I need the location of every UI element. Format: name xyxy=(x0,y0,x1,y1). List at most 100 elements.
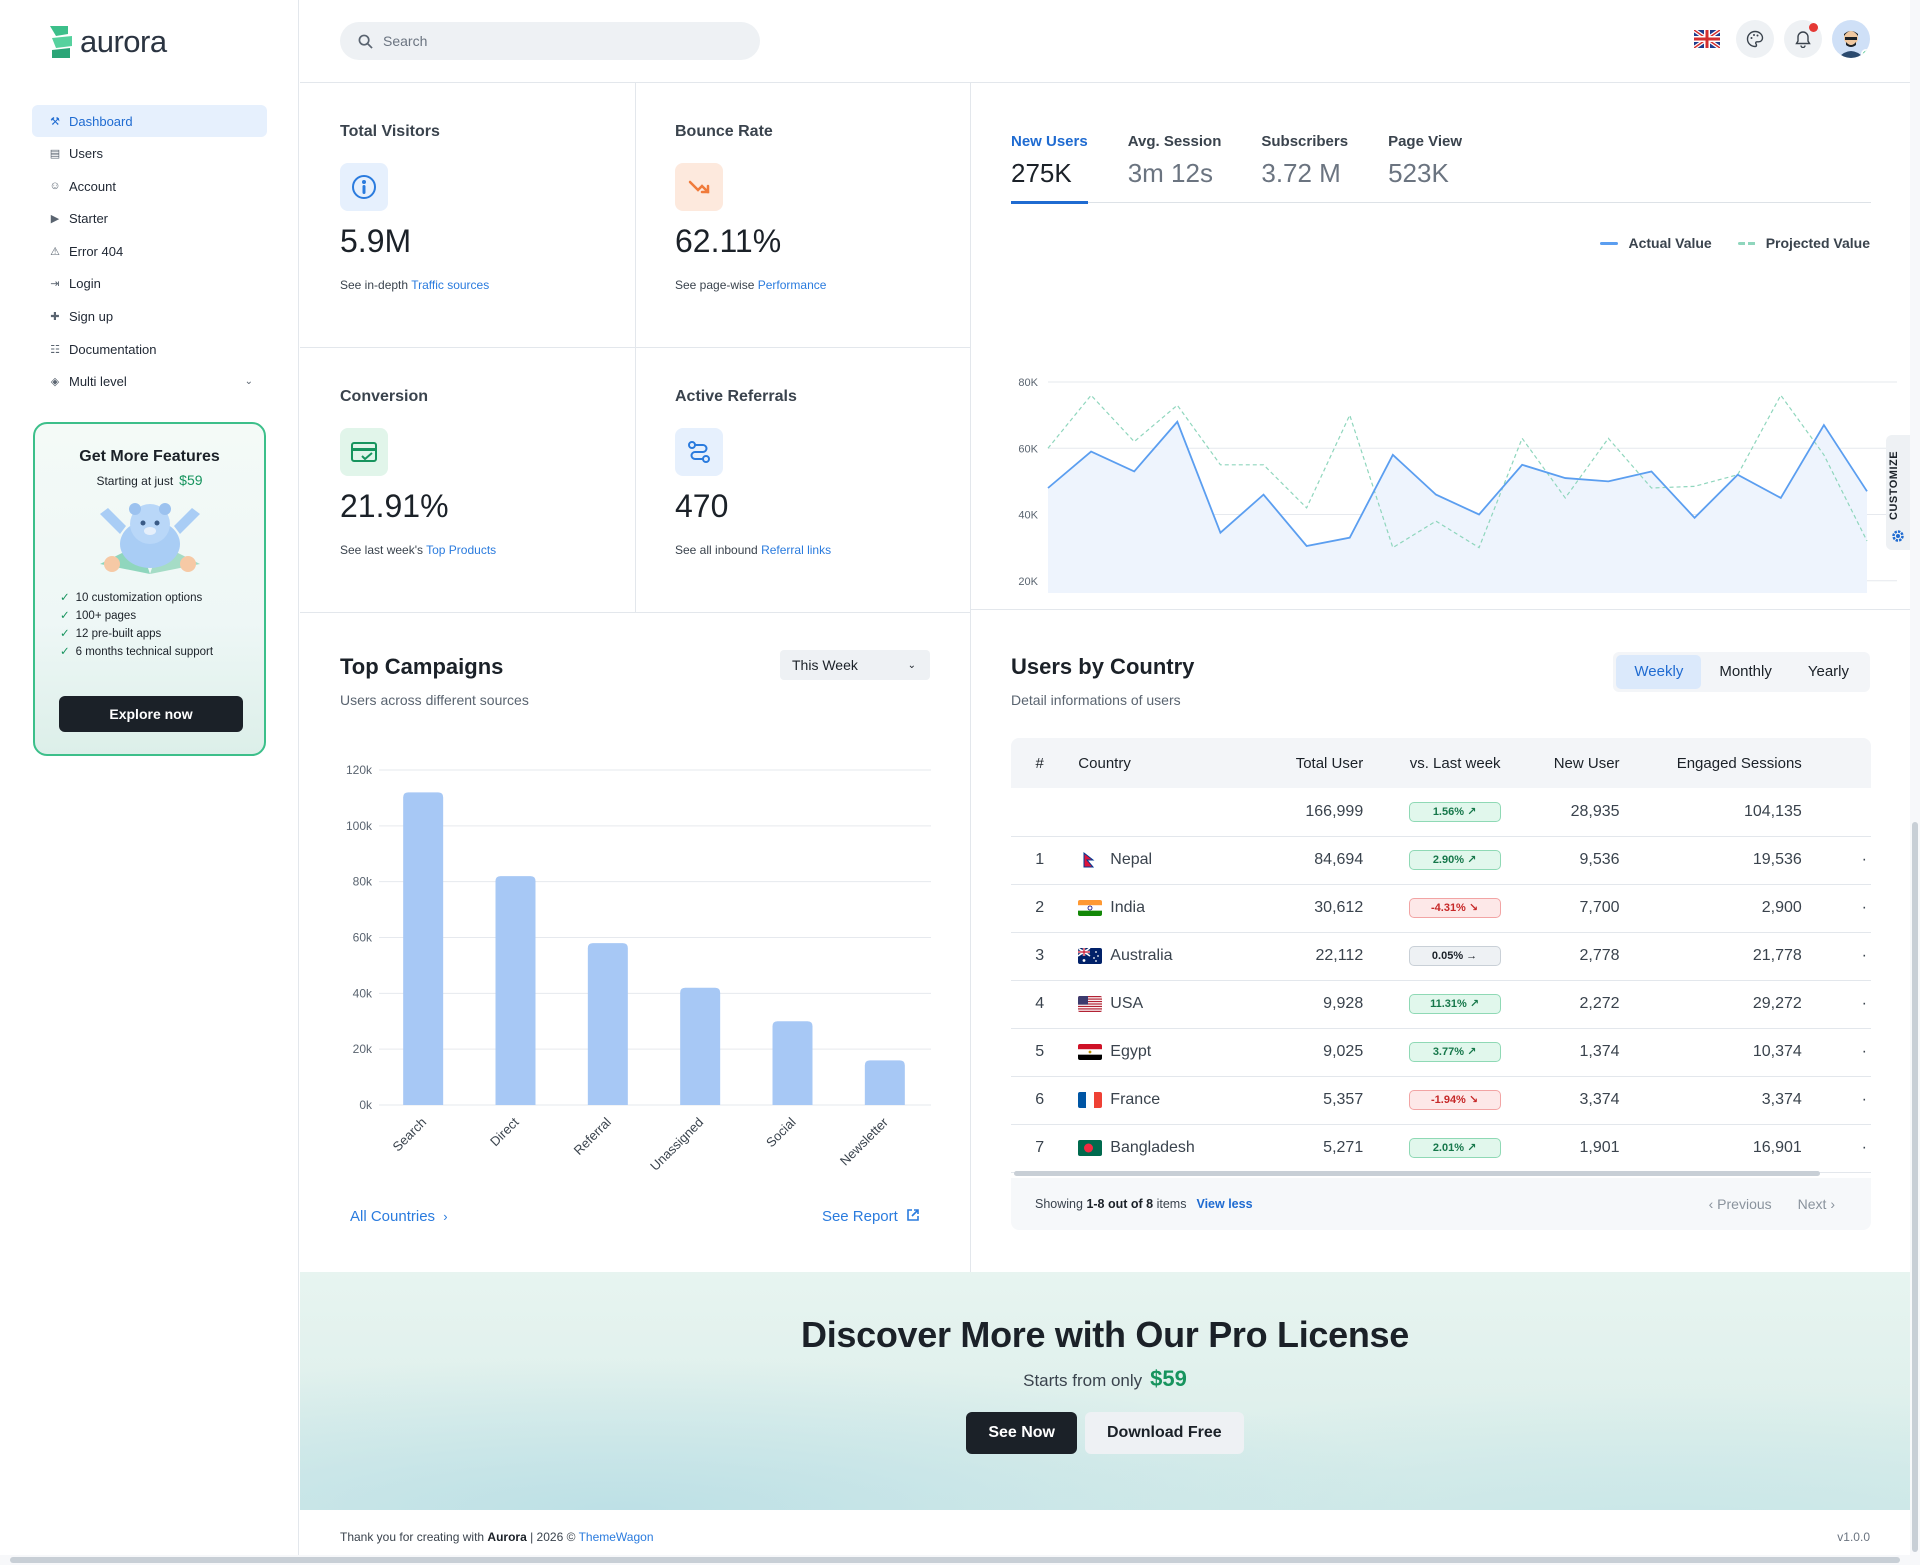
table-row[interactable]: 5 Egypt 9,025 3.77% ↗ 1,374 10,374 · xyxy=(1011,1028,1871,1077)
page-vertical-scrollbar[interactable] xyxy=(1910,0,1920,1565)
table-row[interactable]: 7 Bangladesh 5,271 2.01% ↗ 1,901 16,901 · xyxy=(1011,1124,1871,1173)
table-horizontal-scrollbar[interactable] xyxy=(1014,1171,1868,1176)
sidebar-item-dashboard[interactable]: ⚒ Dashboard xyxy=(32,105,267,137)
tab-subscribers[interactable]: Subscribers 3.72 M xyxy=(1261,133,1348,203)
india-flag-icon xyxy=(1078,899,1103,916)
sidebar-item-users[interactable]: ▤ Users xyxy=(32,138,267,170)
sidebar-item-sign-up[interactable]: ✚ Sign up xyxy=(32,301,267,333)
sidebar-item-documentation[interactable]: ☷ Documentation xyxy=(32,333,267,365)
table-row[interactable]: 2 India 30,612 -4.31% ↘ 7,700 2,900 · xyxy=(1011,884,1871,933)
y-tick-label: 80K xyxy=(1018,377,1038,389)
row-change-cell: 3.77% ↗ xyxy=(1363,1028,1501,1077)
table-row[interactable]: 6 France 5,357 -1.94% ↘ 3,374 3,374 · xyxy=(1011,1076,1871,1125)
performance-link[interactable]: Performance xyxy=(757,278,827,292)
see-report-link[interactable]: See Report xyxy=(822,1208,920,1225)
language-button[interactable] xyxy=(1688,20,1726,58)
row-new-users: 1,374 xyxy=(1500,1028,1620,1077)
see-now-button[interactable]: See Now xyxy=(966,1412,1077,1454)
bar-newsletter[interactable] xyxy=(864,1060,905,1105)
traffic-sources-link[interactable]: Traffic sources xyxy=(411,278,490,292)
period-select[interactable]: This Week ⌄ xyxy=(780,650,930,680)
tab-avg-session[interactable]: Avg. Session 3m 12s xyxy=(1128,133,1222,203)
bear-illustration-icon xyxy=(99,503,200,574)
themewagon-link[interactable]: ThemeWagon xyxy=(578,1530,654,1544)
sidebar-item-label: Sign up xyxy=(69,309,114,325)
col-new-user[interactable]: New User xyxy=(1553,754,1620,772)
table-row[interactable]: 1 Nepal 84,694 2.90% ↗ 9,536 19,536 · xyxy=(1011,836,1871,885)
table-row[interactable]: 3 Australia 22,112 0.05% → 2,778 21,778 · xyxy=(1011,932,1871,981)
tab-page-view[interactable]: Page View 523K xyxy=(1388,133,1462,203)
search-input[interactable] xyxy=(383,33,733,49)
referral-links-link[interactable]: Referral links xyxy=(761,543,832,557)
previous-page-button[interactable]: ‹ Previous xyxy=(1709,1196,1772,1212)
notifications-button[interactable] xyxy=(1784,20,1822,58)
scrollbar-thumb[interactable] xyxy=(10,1557,1900,1563)
tab-new-users[interactable]: New Users 275K xyxy=(1011,133,1088,204)
actual-value-line[interactable] xyxy=(1047,420,1868,547)
stat-icon-box xyxy=(340,163,388,211)
legend-projected[interactable]: Projected Value xyxy=(1737,235,1870,251)
view-less-link[interactable]: View less xyxy=(1196,1197,1253,1211)
sidebar-item-multi-level[interactable]: ◈ Multi level ⌄ xyxy=(32,366,267,398)
scrollbar-thumb[interactable] xyxy=(1014,1171,1820,1176)
sidebar-item-account[interactable]: ☺ Account xyxy=(32,170,267,202)
next-page-button[interactable]: Next › xyxy=(1798,1196,1835,1212)
stat-title: Bounce Rate xyxy=(675,123,773,140)
bar-unassigned[interactable] xyxy=(680,987,721,1105)
customize-button[interactable]: CUSTOMIZE xyxy=(1886,435,1910,550)
chevron-down-icon: ⌄ xyxy=(244,376,253,388)
palette-icon xyxy=(1746,30,1764,48)
user-avatar[interactable] xyxy=(1832,20,1870,58)
sidebar-item-error-404[interactable]: ⚠ Error 404 xyxy=(32,235,267,267)
top-products-link[interactable]: Top Products xyxy=(426,543,497,557)
explore-now-button[interactable]: Explore now xyxy=(59,696,243,732)
period-yearly[interactable]: Yearly xyxy=(1807,663,1849,680)
route-icon xyxy=(688,441,710,463)
aurora-logo-icon xyxy=(50,26,72,58)
theme-button[interactable] xyxy=(1736,20,1774,58)
col-rank[interactable]: # xyxy=(1035,754,1044,772)
banner-starts: Starts from only xyxy=(1023,1371,1143,1390)
table-row[interactable]: 4 USA 9,928 11.31% ↗ 2,272 29,272 · xyxy=(1011,980,1871,1029)
bar-referral[interactable] xyxy=(587,943,628,1105)
logo[interactable]: aurora xyxy=(48,24,167,60)
badge-value: 2.90% xyxy=(1432,854,1465,866)
bar-direct[interactable] xyxy=(495,876,536,1105)
table-footer: Showing 1-8 out of 8 items View less ‹ P… xyxy=(1011,1178,1871,1230)
sidebar-item-login[interactable]: ⇥ Login xyxy=(32,268,267,300)
row-country: India xyxy=(1068,884,1195,933)
download-free-button[interactable]: Download Free xyxy=(1085,1412,1244,1454)
tab-value: 3.72 M xyxy=(1261,158,1341,188)
row-new-users: 7,700 xyxy=(1500,884,1620,933)
col-vs-last-week[interactable]: vs. Last week xyxy=(1409,754,1501,772)
stat-icon-box xyxy=(675,428,723,476)
row-new-users: 2,778 xyxy=(1500,932,1620,981)
col-total-user[interactable]: Total User xyxy=(1295,754,1364,772)
table-summary-row: 166,999 1.56% ↗ 28,935 104,135 xyxy=(1011,788,1871,837)
bar-search[interactable] xyxy=(403,792,444,1105)
col-country[interactable]: Country xyxy=(1078,754,1131,772)
scrollbar-thumb[interactable] xyxy=(1912,822,1918,1552)
period-monthly[interactable]: Monthly xyxy=(1719,663,1772,680)
stat-card-total-visitors: Total Visitors 5.9M See in-depth Traffic… xyxy=(300,83,636,348)
row-total: 30,612 xyxy=(1194,884,1364,933)
row-country: Egypt xyxy=(1068,1028,1195,1077)
customize-label: CUSTOMIZE xyxy=(1888,450,1900,520)
col-engaged-sessions[interactable]: Engaged Sessions xyxy=(1676,754,1802,772)
nepal-flag-icon xyxy=(1078,851,1103,868)
country-name: USA xyxy=(1110,995,1144,1012)
country-name: France xyxy=(1110,1091,1161,1108)
bar-social[interactable] xyxy=(772,1021,813,1105)
legend-label: Projected Value xyxy=(1765,235,1870,251)
period-weekly[interactable]: Weekly xyxy=(1616,655,1702,689)
legend-actual[interactable]: Actual Value xyxy=(1600,235,1712,251)
page-horizontal-scrollbar[interactable] xyxy=(0,1555,1910,1565)
change-badge: 11.31% ↗ xyxy=(1408,994,1501,1014)
sidebar-item-starter[interactable]: ▶ Starter xyxy=(32,203,267,235)
promo-feature-text: 100+ pages xyxy=(75,610,137,622)
row-total: 84,694 xyxy=(1194,836,1364,885)
row-sessions: 10,374 xyxy=(1619,1028,1802,1077)
summary-total: 166,999 xyxy=(1194,788,1364,837)
all-countries-link[interactable]: All Countries › xyxy=(350,1208,448,1225)
search-bar[interactable] xyxy=(340,22,760,60)
